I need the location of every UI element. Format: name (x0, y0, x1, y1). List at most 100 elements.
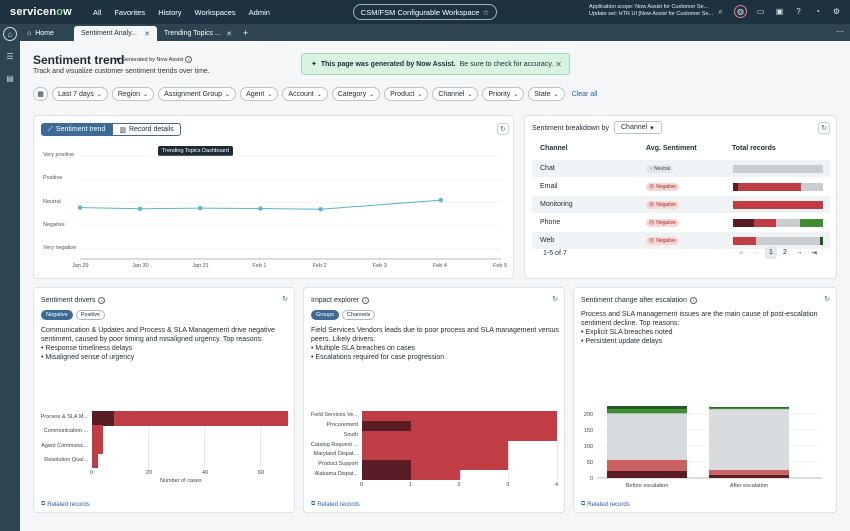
tab-home[interactable]: ⌂ Home (20, 26, 74, 41)
related-records-link[interactable]: ⧉ Related records (311, 501, 360, 508)
star-icon[interactable]: ☆ (482, 7, 490, 17)
info-icon[interactable]: i (98, 297, 106, 304)
table-row[interactable]: Phone ☹ Negative (532, 214, 830, 231)
clear-all-link[interactable]: Clear all (571, 90, 598, 98)
filter-assignment-group[interactable]: Assignment Group ⌄ (158, 87, 237, 101)
chat-icon[interactable]: ▭ (756, 7, 765, 16)
inbox-tray-icon[interactable]: ▤ (6, 73, 14, 83)
tab-sentiment-analysis[interactable]: Sentiment Analy... ✕ (74, 26, 157, 41)
filter-product[interactable]: Product ⌄ (384, 87, 429, 101)
sentiment-trend-card: ⟋ Sentiment trend ▥ Record details ↻ Trend… (33, 115, 514, 279)
column-header-channel[interactable]: Channel (540, 145, 568, 152)
table-row[interactable]: Web ☹ Negative (532, 232, 830, 249)
pill-groups[interactable]: Groups (311, 310, 340, 320)
pill-positive[interactable]: Positive (75, 310, 105, 320)
table-row[interactable]: Monitoring ☹ Negative (532, 196, 830, 213)
nav-history[interactable]: History (158, 7, 182, 17)
calendar-icon[interactable]: ▦ (33, 87, 48, 101)
filter-channel[interactable]: Channel ⌄ (432, 87, 479, 101)
filter-date[interactable]: Last 7 days ⌄ (52, 87, 108, 101)
column-header-sentiment[interactable]: Avg. Sentiment (646, 145, 697, 152)
category-label: South (343, 431, 358, 438)
left-rail: ⌂ ☰ ▤ (0, 24, 20, 531)
record-details-tab[interactable]: ▥ Record details (112, 123, 181, 136)
filter-state[interactable]: State ⌄ (528, 87, 565, 101)
info-icon[interactable]: i (185, 56, 193, 63)
prev-page-icon[interactable]: ← (752, 249, 760, 256)
servicenow-logo[interactable]: servicenow (10, 6, 82, 18)
nav-favorites[interactable]: Favorites (114, 7, 146, 17)
add-tab-icon[interactable]: + (243, 28, 249, 38)
bar-segment (820, 236, 823, 245)
sentiment-trend-tab[interactable]: ⟋ Sentiment trend (41, 123, 113, 136)
close-icon[interactable]: ✕ (555, 59, 562, 69)
breakdown-select[interactable]: Channel ▾ (614, 121, 662, 134)
filter-priority[interactable]: Priority ⌄ (482, 87, 525, 101)
bar-segment (801, 182, 823, 191)
select-value: Channel (621, 124, 648, 131)
tab-trending-topics[interactable]: Trending Topics ... ✕ (157, 26, 239, 41)
related-records-link[interactable]: ⧉ Related records (581, 501, 630, 508)
globe-icon[interactable]: ◍ (734, 5, 747, 18)
data-point (137, 206, 143, 211)
table-row[interactable]: Chat ◔ Neutral (532, 160, 830, 177)
nav-workspaces[interactable]: Workspaces (194, 7, 236, 17)
drivers-pills: Negative Positive (41, 310, 105, 320)
next-page-icon[interactable]: → (795, 249, 803, 256)
table-row[interactable]: Email ☹ Negative (532, 178, 830, 195)
summary-text: Process and SLA management issues are th… (581, 311, 818, 327)
column-header-total[interactable]: Total records (732, 145, 776, 152)
sentiment-badge: ☹ Negative (646, 182, 679, 191)
related-records-link[interactable]: ⧉ Related records (41, 501, 90, 508)
sentiment-label: Negative (656, 237, 676, 244)
filter-category[interactable]: Category ⌄ (331, 87, 381, 101)
application-scope[interactable]: Application scope: Now Assist for Custom… (589, 4, 717, 18)
bell-icon[interactable]: ◔ (815, 7, 820, 16)
filter-region[interactable]: Region ⌄ (111, 87, 155, 101)
search-icon[interactable]: ⌕ (718, 6, 723, 16)
home-icon[interactable]: ⌂ (3, 27, 17, 41)
refresh-icon[interactable]: ↻ (552, 296, 558, 303)
list-icon[interactable]: ☰ (6, 51, 14, 61)
page-2-button[interactable]: 2 (783, 249, 787, 256)
sentiment-face-icon: ☹ (649, 219, 655, 226)
settings-icon[interactable]: ⚙ (832, 7, 841, 16)
nav-all[interactable]: All (93, 7, 102, 17)
bar-segment (607, 406, 687, 410)
y-tick-label: Neutral (43, 198, 61, 205)
help-icon[interactable]: ? (796, 7, 801, 16)
workspace-label: CSM/FSM Configurable Workspace (360, 7, 480, 17)
pill-channels[interactable]: Channels (342, 310, 376, 320)
more-icon[interactable]: ⋯ (836, 27, 844, 36)
refresh-icon[interactable]: ↻ (818, 122, 830, 134)
bar-segment (733, 236, 756, 245)
filter-label: Channel (438, 90, 465, 98)
pill-negative[interactable]: Negative (41, 310, 73, 320)
category-label: Agent Communic... (41, 442, 88, 449)
close-icon[interactable]: ✕ (226, 30, 232, 38)
bar-segment (607, 413, 687, 433)
sentiment-breakdown-card: Sentiment breakdown by Channel ▾ ↻ Channe… (524, 115, 837, 279)
gridline (508, 411, 510, 480)
gridline (260, 411, 261, 468)
top-nav: All Favorites History Workspaces Admin (93, 8, 270, 17)
filter-account[interactable]: Account ⌄ (282, 87, 328, 101)
last-page-icon[interactable]: ⇥ (811, 249, 817, 257)
refresh-icon[interactable]: ↻ (497, 123, 509, 135)
x-tick-label: After escalation (730, 483, 768, 489)
bullet: • Misaligned sense of urgency (41, 354, 135, 361)
first-page-icon[interactable]: ⇤ (739, 249, 745, 257)
info-icon[interactable]: i (362, 297, 370, 304)
page-1-button[interactable]: 1 (765, 246, 777, 259)
inbox-icon[interactable]: ▣ (775, 7, 784, 16)
sentiment-badge: ☹ Negative (646, 236, 679, 245)
filter-agent[interactable]: Agent ⌄ (240, 87, 279, 101)
chevron-down-icon: ⌄ (513, 91, 519, 98)
refresh-icon[interactable]: ↻ (824, 296, 830, 303)
close-icon[interactable]: ✕ (144, 30, 150, 38)
info-icon[interactable]: i (689, 297, 697, 304)
workspace-switcher[interactable]: CSM/FSM Configurable Workspace ☆ (353, 4, 497, 20)
tab-label: Trending Topics ... (164, 30, 221, 37)
nav-admin[interactable]: Admin (248, 7, 270, 17)
refresh-icon[interactable]: ↻ (282, 296, 288, 303)
